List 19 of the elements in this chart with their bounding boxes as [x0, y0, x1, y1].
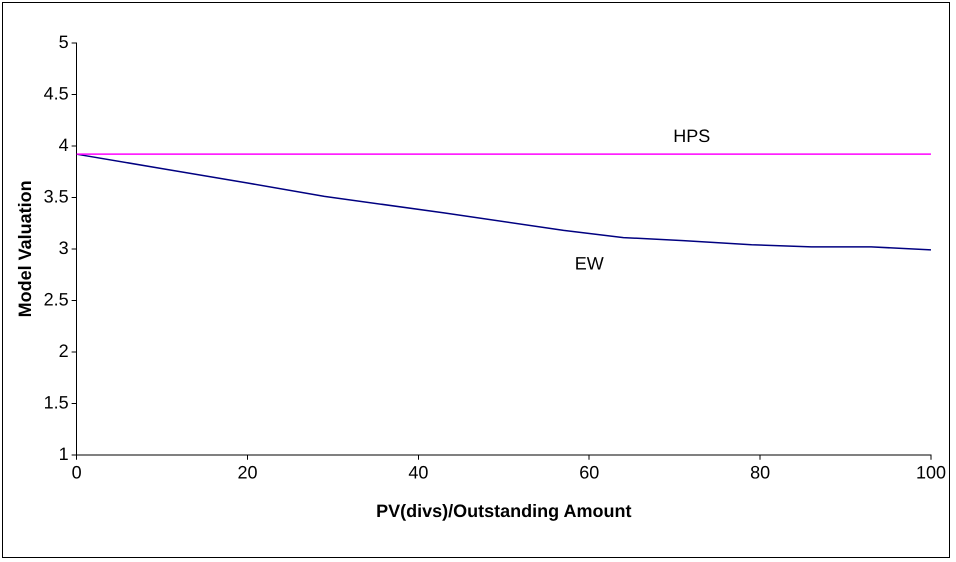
- y-tick-label: 1: [58, 444, 69, 464]
- y-tick-label: 4.5: [44, 83, 69, 104]
- x-axis-title: PV(divs)/Outstanding Amount: [376, 501, 632, 522]
- y-tick-label: 4: [58, 134, 69, 155]
- series-label: HPS: [673, 126, 710, 146]
- x-tick-label: 60: [579, 462, 600, 483]
- series-label: EW: [574, 253, 604, 274]
- y-tick-label: 2.5: [44, 289, 69, 310]
- x-tick-label: 100: [916, 462, 946, 483]
- x-tick-label: 80: [750, 462, 770, 483]
- y-tick-label: 1.5: [44, 392, 69, 412]
- y-tick-label: 3.5: [44, 186, 69, 206]
- y-tick-label: 5: [58, 32, 69, 52]
- y-tick-label: 3: [58, 238, 69, 258]
- y-axis-title: Model Valuation: [14, 180, 35, 318]
- x-tick-label: 40: [408, 462, 428, 483]
- y-tick-label: 2: [58, 340, 69, 361]
- x-tick-label: 0: [72, 462, 82, 483]
- x-tick-label: 20: [237, 462, 258, 483]
